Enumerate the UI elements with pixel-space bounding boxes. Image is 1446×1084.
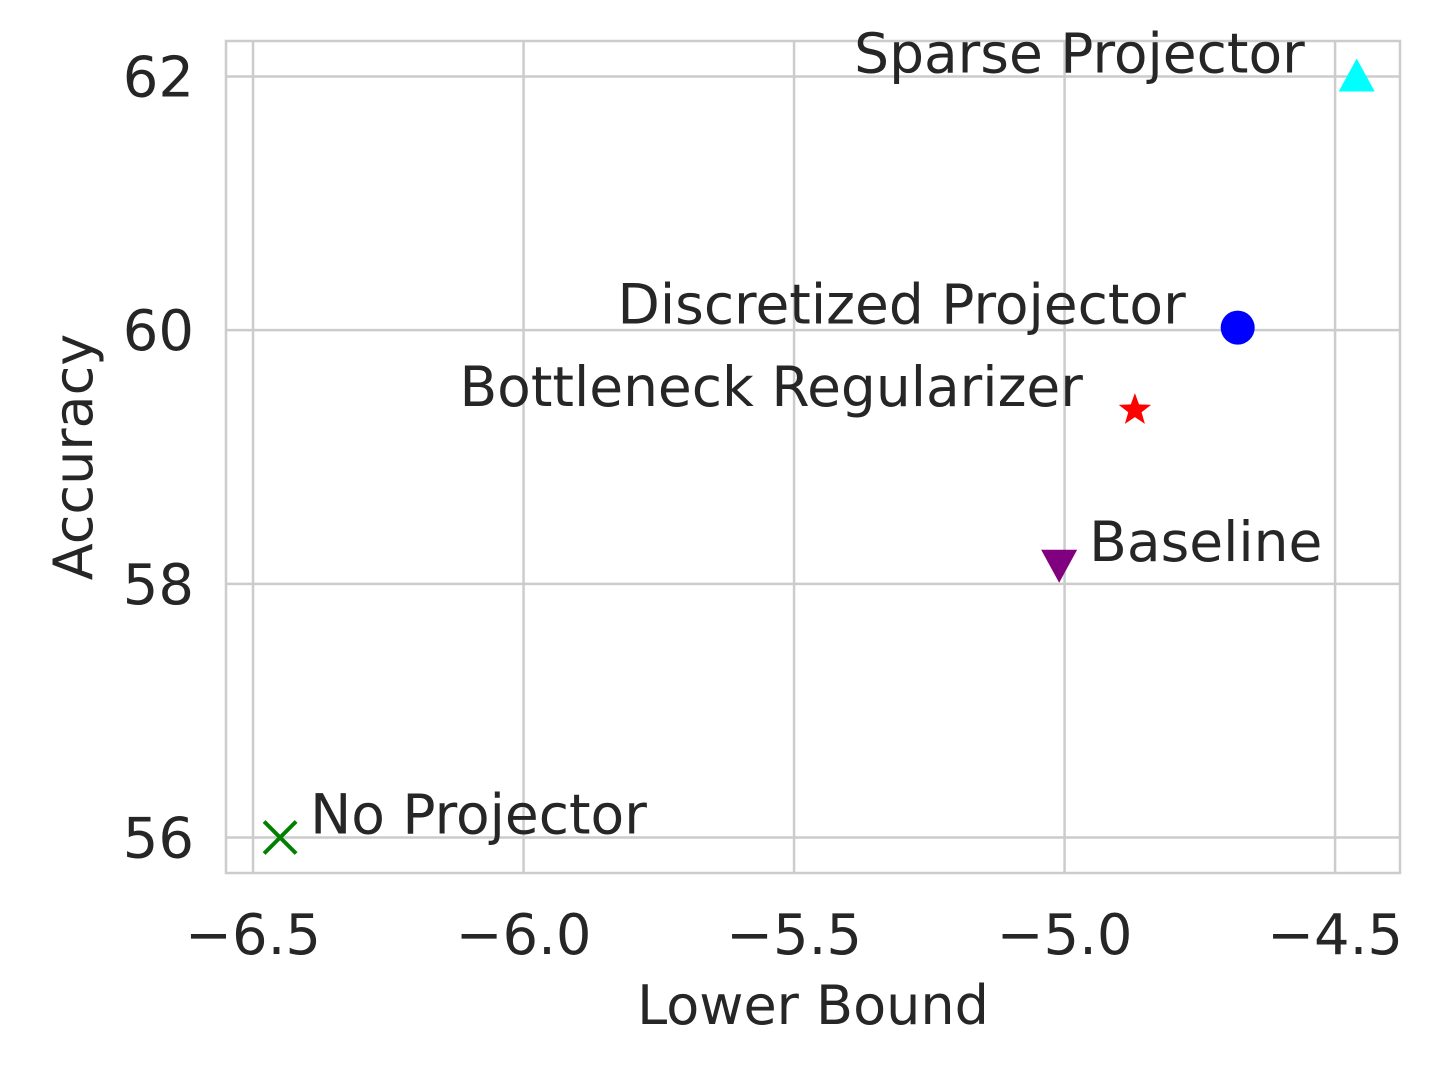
x-tick-label: −5.5 (726, 903, 862, 968)
x-tick-label: −6.5 (185, 903, 321, 968)
data-point-discretized-projector: Discretized Projector (618, 273, 1255, 345)
star-marker (1118, 393, 1152, 424)
point-label: Sparse Projector (854, 22, 1305, 86)
y-tick-label: 62 (123, 46, 194, 111)
plot-area-frame (224, 39, 1402, 875)
data-point-baseline: Baseline (1041, 510, 1322, 583)
data-point-no-projector: No Projector (262, 782, 647, 855)
tick-labels: −6.5 −6.0 −5.5 −5.0 −4.5 56 58 60 62 (123, 46, 1403, 968)
y-tick-label: 56 (123, 806, 194, 871)
point-label: No Projector (310, 782, 647, 846)
point-label: Baseline (1089, 510, 1322, 574)
x-tick-label: −6.0 (456, 903, 592, 968)
x-marker (262, 820, 298, 855)
circle-marker (1220, 310, 1255, 345)
point-label: Bottleneck Regularizer (459, 355, 1083, 419)
y-axis-label: Accuracy (42, 334, 105, 581)
triangle-up-marker (1338, 58, 1375, 92)
x-axis-label: Lower Bound (637, 974, 989, 1037)
data-points: No Projector Baseline Bottleneck Regulariz… (262, 22, 1375, 855)
grid-lines (226, 41, 1400, 873)
y-tick-label: 58 (123, 553, 194, 618)
y-tick-label: 60 (123, 299, 194, 364)
data-point-bottleneck-regularizer: Bottleneck Regularizer (459, 355, 1152, 424)
point-label: Discretized Projector (618, 273, 1187, 337)
triangle-down-marker (1041, 549, 1078, 583)
data-point-sparse-projector: Sparse Projector (854, 22, 1375, 92)
x-tick-label: −5.0 (997, 903, 1133, 968)
x-tick-label: −4.5 (1267, 903, 1403, 968)
